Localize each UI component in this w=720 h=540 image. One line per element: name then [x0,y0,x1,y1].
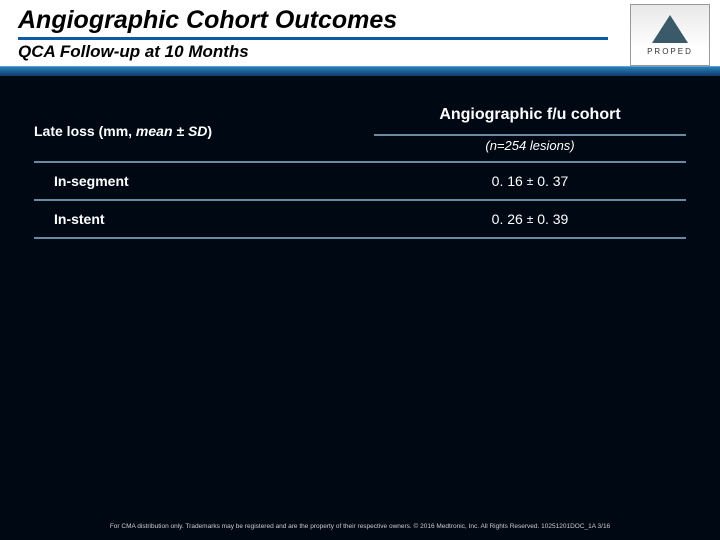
plus-minus-icon: ± [527,212,534,226]
n-lesions: (n=254 lesions) [374,136,686,157]
row-header-mean: mean ± SD [136,123,207,139]
row-label: In-stent [54,211,374,227]
cohort-title: Angiographic f/u cohort [374,106,686,130]
footer-disclaimer: For CMA distribution only. Trademarks ma… [0,523,720,530]
row-value: 0. 26 ± 0. 39 [374,211,686,227]
slide-header: Angiographic Cohort Outcomes QCA Follow-… [0,0,720,66]
table-row: In-segment 0. 16 ± 0. 37 [34,163,686,201]
cohort-column-header: Angiographic f/u cohort (n=254 lesions) [374,106,686,157]
plus-minus-icon: ± [527,174,534,188]
page-subtitle: QCA Follow-up at 10 Months [18,42,702,62]
brand-logo: PROPED [630,4,710,66]
logo-label: PROPED [647,47,693,56]
row-header-suffix: ) [207,123,212,139]
logo-icon [652,15,688,43]
table-header-row: Late loss (mm, mean ± SD) Angiographic f… [34,106,686,157]
row-header-label: Late loss (mm, mean ± SD) [34,123,374,157]
table-row: In-stent 0. 26 ± 0. 39 [34,201,686,239]
header-accent-bar [0,66,720,76]
row-label: In-segment [54,173,374,189]
row-value: 0. 16 ± 0. 37 [374,173,686,189]
content-area: Late loss (mm, mean ± SD) Angiographic f… [0,76,720,239]
row-header-prefix: Late loss (mm, [34,123,136,139]
page-title: Angiographic Cohort Outcomes [18,6,608,40]
